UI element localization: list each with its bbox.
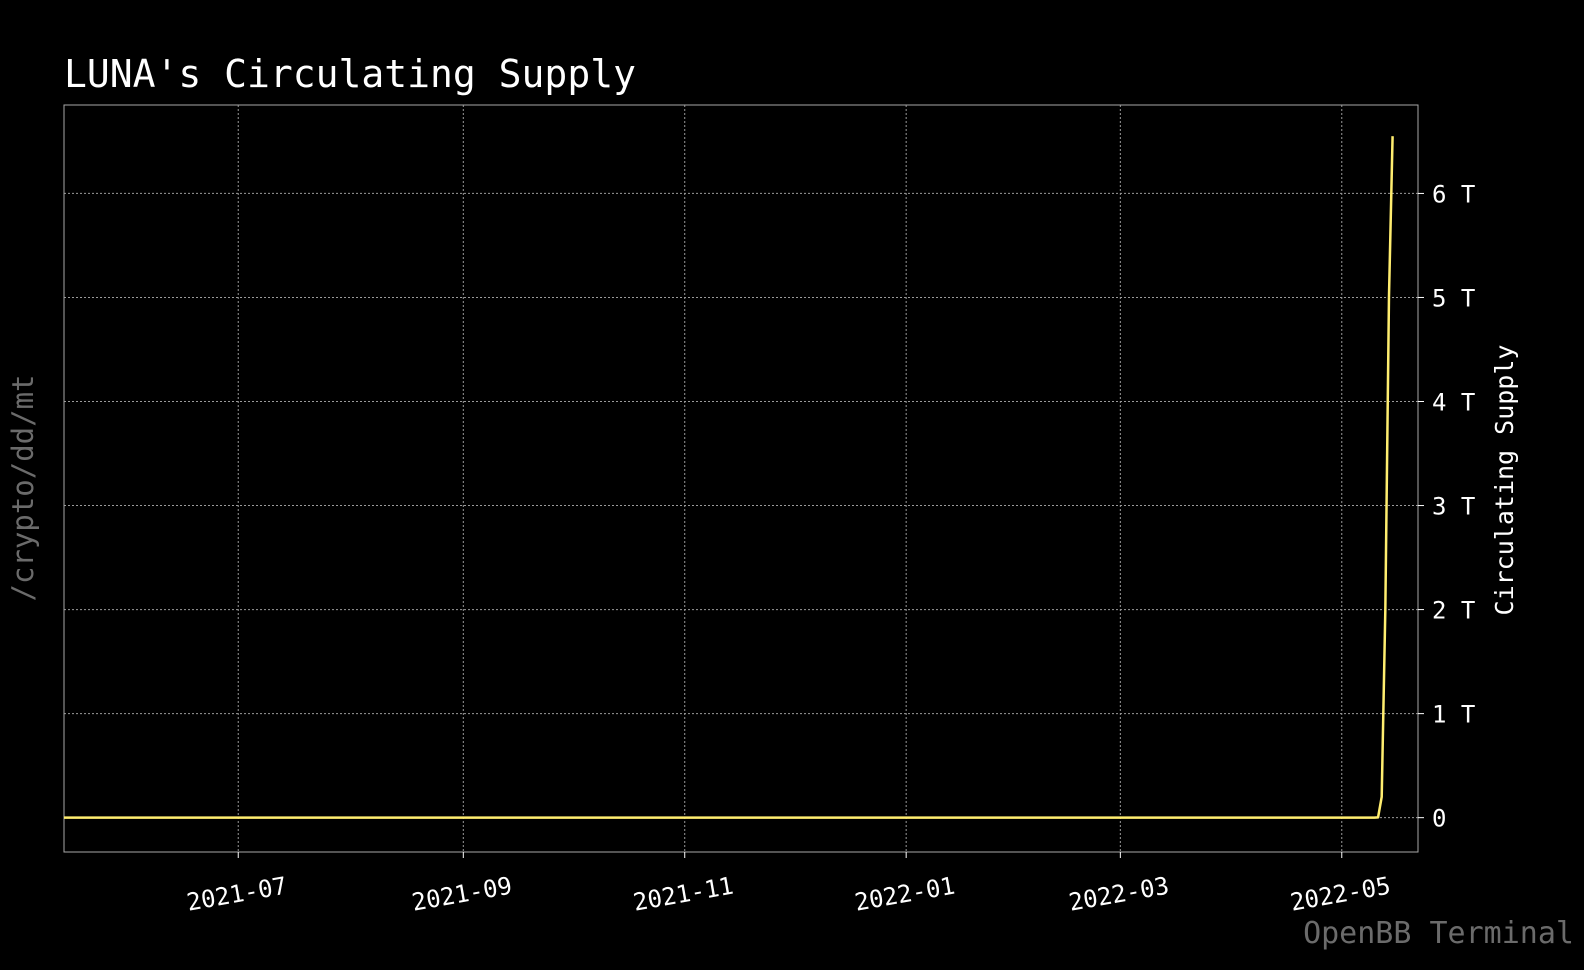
plot-frame [63, 104, 1419, 853]
y-axis: 0 1 T 2 T 3 T 4 T 5 T 6 T [1418, 180, 1475, 833]
y-tick-label: 0 [1432, 805, 1446, 833]
y-tick-label: 5 T [1432, 284, 1475, 312]
y-tick-label: 4 T [1432, 389, 1475, 417]
chart-title: LUNA's Circulating Supply [64, 52, 636, 96]
x-tick-label: 2022-01 [853, 872, 957, 917]
grid [64, 105, 1418, 852]
series-line-circulating-supply [64, 136, 1394, 819]
y-tick-label: 2 T [1432, 597, 1475, 625]
y-axis-label: Circulating Supply [1490, 345, 1519, 616]
watermark: OpenBB Terminal [1303, 916, 1574, 951]
y-tick-label: 1 T [1432, 701, 1475, 729]
x-tick-label: 2021-11 [631, 872, 735, 917]
x-tick-label: 2021-07 [185, 872, 289, 917]
series-layer [64, 136, 1394, 819]
x-axis: 2021-07 2021-09 2021-11 2022-01 2022-03 2022-… [185, 852, 1393, 917]
x-tick-label: 2022-03 [1067, 872, 1171, 917]
y-tick-label: 3 T [1432, 493, 1475, 521]
x-tick-label: 2022-05 [1288, 872, 1392, 917]
y-tick-label: 6 T [1432, 180, 1475, 208]
x-tick-label: 2021-09 [410, 872, 514, 917]
command-path: /crypto/dd/mt [6, 375, 40, 602]
